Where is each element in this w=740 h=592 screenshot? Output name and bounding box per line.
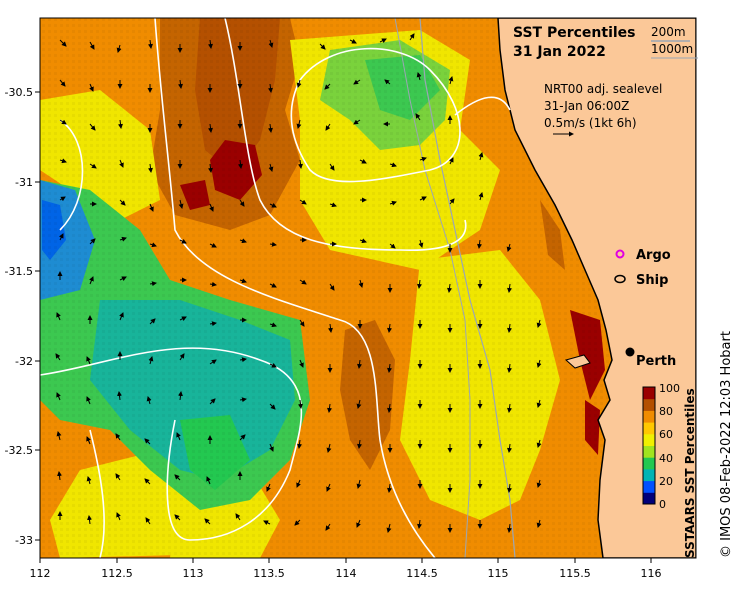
credit-text: © IMOS 08-Feb-2022 12:03 Hobart xyxy=(719,331,734,558)
colorbar-tick: 80 xyxy=(659,405,673,418)
current-vectors xyxy=(55,33,542,533)
rottnest-island xyxy=(564,354,591,369)
colorbar-swatch xyxy=(643,468,655,482)
contour-200m xyxy=(419,18,516,558)
colorbar-swatch xyxy=(643,457,655,470)
x-tick-label: 113 xyxy=(183,567,204,580)
x-tick-label: 115.5 xyxy=(559,567,591,580)
y-tick-label: -33 xyxy=(15,534,33,547)
colorbar-tick: 40 xyxy=(659,452,673,465)
perth-label: Perth xyxy=(636,354,676,369)
colorbar-tick: 100 xyxy=(659,382,680,395)
colorbar-tick: 60 xyxy=(659,428,673,441)
colorbar-swatch xyxy=(643,410,655,423)
x-tick-label: 112 xyxy=(30,567,51,580)
colorbar-swatch xyxy=(643,492,655,505)
colorbar-swatch xyxy=(643,387,655,400)
ship-marker-icon xyxy=(614,274,626,284)
map-title: SST Percentiles xyxy=(513,25,636,41)
x-axis xyxy=(39,558,652,563)
colorbar-tick: 20 xyxy=(659,475,673,488)
colorbar-swatch xyxy=(643,480,655,493)
x-tick-label: 115 xyxy=(488,567,509,580)
x-tick-label: 116 xyxy=(641,567,662,580)
contour-label-200m: 200m xyxy=(651,25,686,39)
x-tick-label: 114 xyxy=(336,567,357,580)
argo-legend-label: Argo xyxy=(636,248,671,263)
colorbar-tick: 0 xyxy=(659,498,666,511)
ship-legend-label: Ship xyxy=(636,273,668,288)
colorbar-swatch xyxy=(643,445,655,458)
perth-marker-icon xyxy=(625,347,635,357)
colorbar-swatch xyxy=(643,398,655,411)
y-tick-label: -31 xyxy=(15,176,33,189)
colorbar-frame xyxy=(642,386,656,505)
map-date: 31 Jan 2022 xyxy=(513,44,606,60)
colorbar-label: SSTAARS SST Percentiles xyxy=(683,388,697,558)
x-tick-label: 112.5 xyxy=(101,567,133,580)
y-tick-label: -32 xyxy=(15,355,33,368)
colorbar-swatch xyxy=(643,422,655,435)
sst-field xyxy=(40,18,696,558)
x-tick-label: 114.5 xyxy=(406,567,438,580)
contour-label-1000m: 1000m xyxy=(651,42,693,56)
current-source: NRT00 adj. sealevel xyxy=(544,82,662,96)
colorbar-swatch xyxy=(643,433,655,446)
y-tick-label: -32.5 xyxy=(5,444,33,457)
x-tick-label: 113.5 xyxy=(253,567,285,580)
y-tick-label: -30.5 xyxy=(5,86,33,99)
y-tick-label: -31.5 xyxy=(5,265,33,278)
current-scale: 0.5m/s (1kt 6h) xyxy=(544,116,637,130)
contour-1000m xyxy=(394,18,471,558)
current-time: 31-Jan 06:00Z xyxy=(544,99,629,113)
sealevel-contours xyxy=(40,18,511,558)
argo-marker-icon xyxy=(615,249,625,259)
colorbar xyxy=(642,386,656,505)
y-axis xyxy=(35,91,40,541)
